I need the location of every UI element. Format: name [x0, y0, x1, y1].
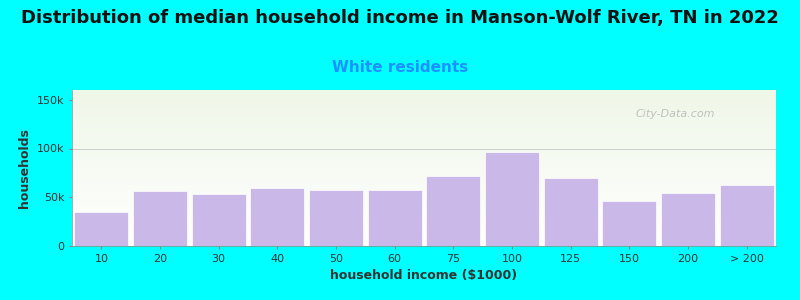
Text: City-Data.com: City-Data.com — [635, 109, 714, 119]
Text: White residents: White residents — [332, 60, 468, 75]
Y-axis label: households: households — [18, 128, 31, 208]
Bar — [485, 152, 539, 246]
Bar — [192, 194, 246, 246]
Bar — [426, 176, 480, 246]
Bar — [309, 190, 363, 246]
Bar — [74, 212, 128, 246]
X-axis label: household income ($1000): household income ($1000) — [330, 269, 518, 282]
Bar — [368, 190, 422, 246]
Bar — [133, 191, 187, 246]
Bar — [250, 188, 304, 246]
Bar — [544, 178, 598, 246]
Text: Distribution of median household income in Manson-Wolf River, TN in 2022: Distribution of median household income … — [21, 9, 779, 27]
Bar — [661, 193, 715, 246]
Bar — [720, 184, 774, 246]
Bar — [602, 201, 656, 246]
